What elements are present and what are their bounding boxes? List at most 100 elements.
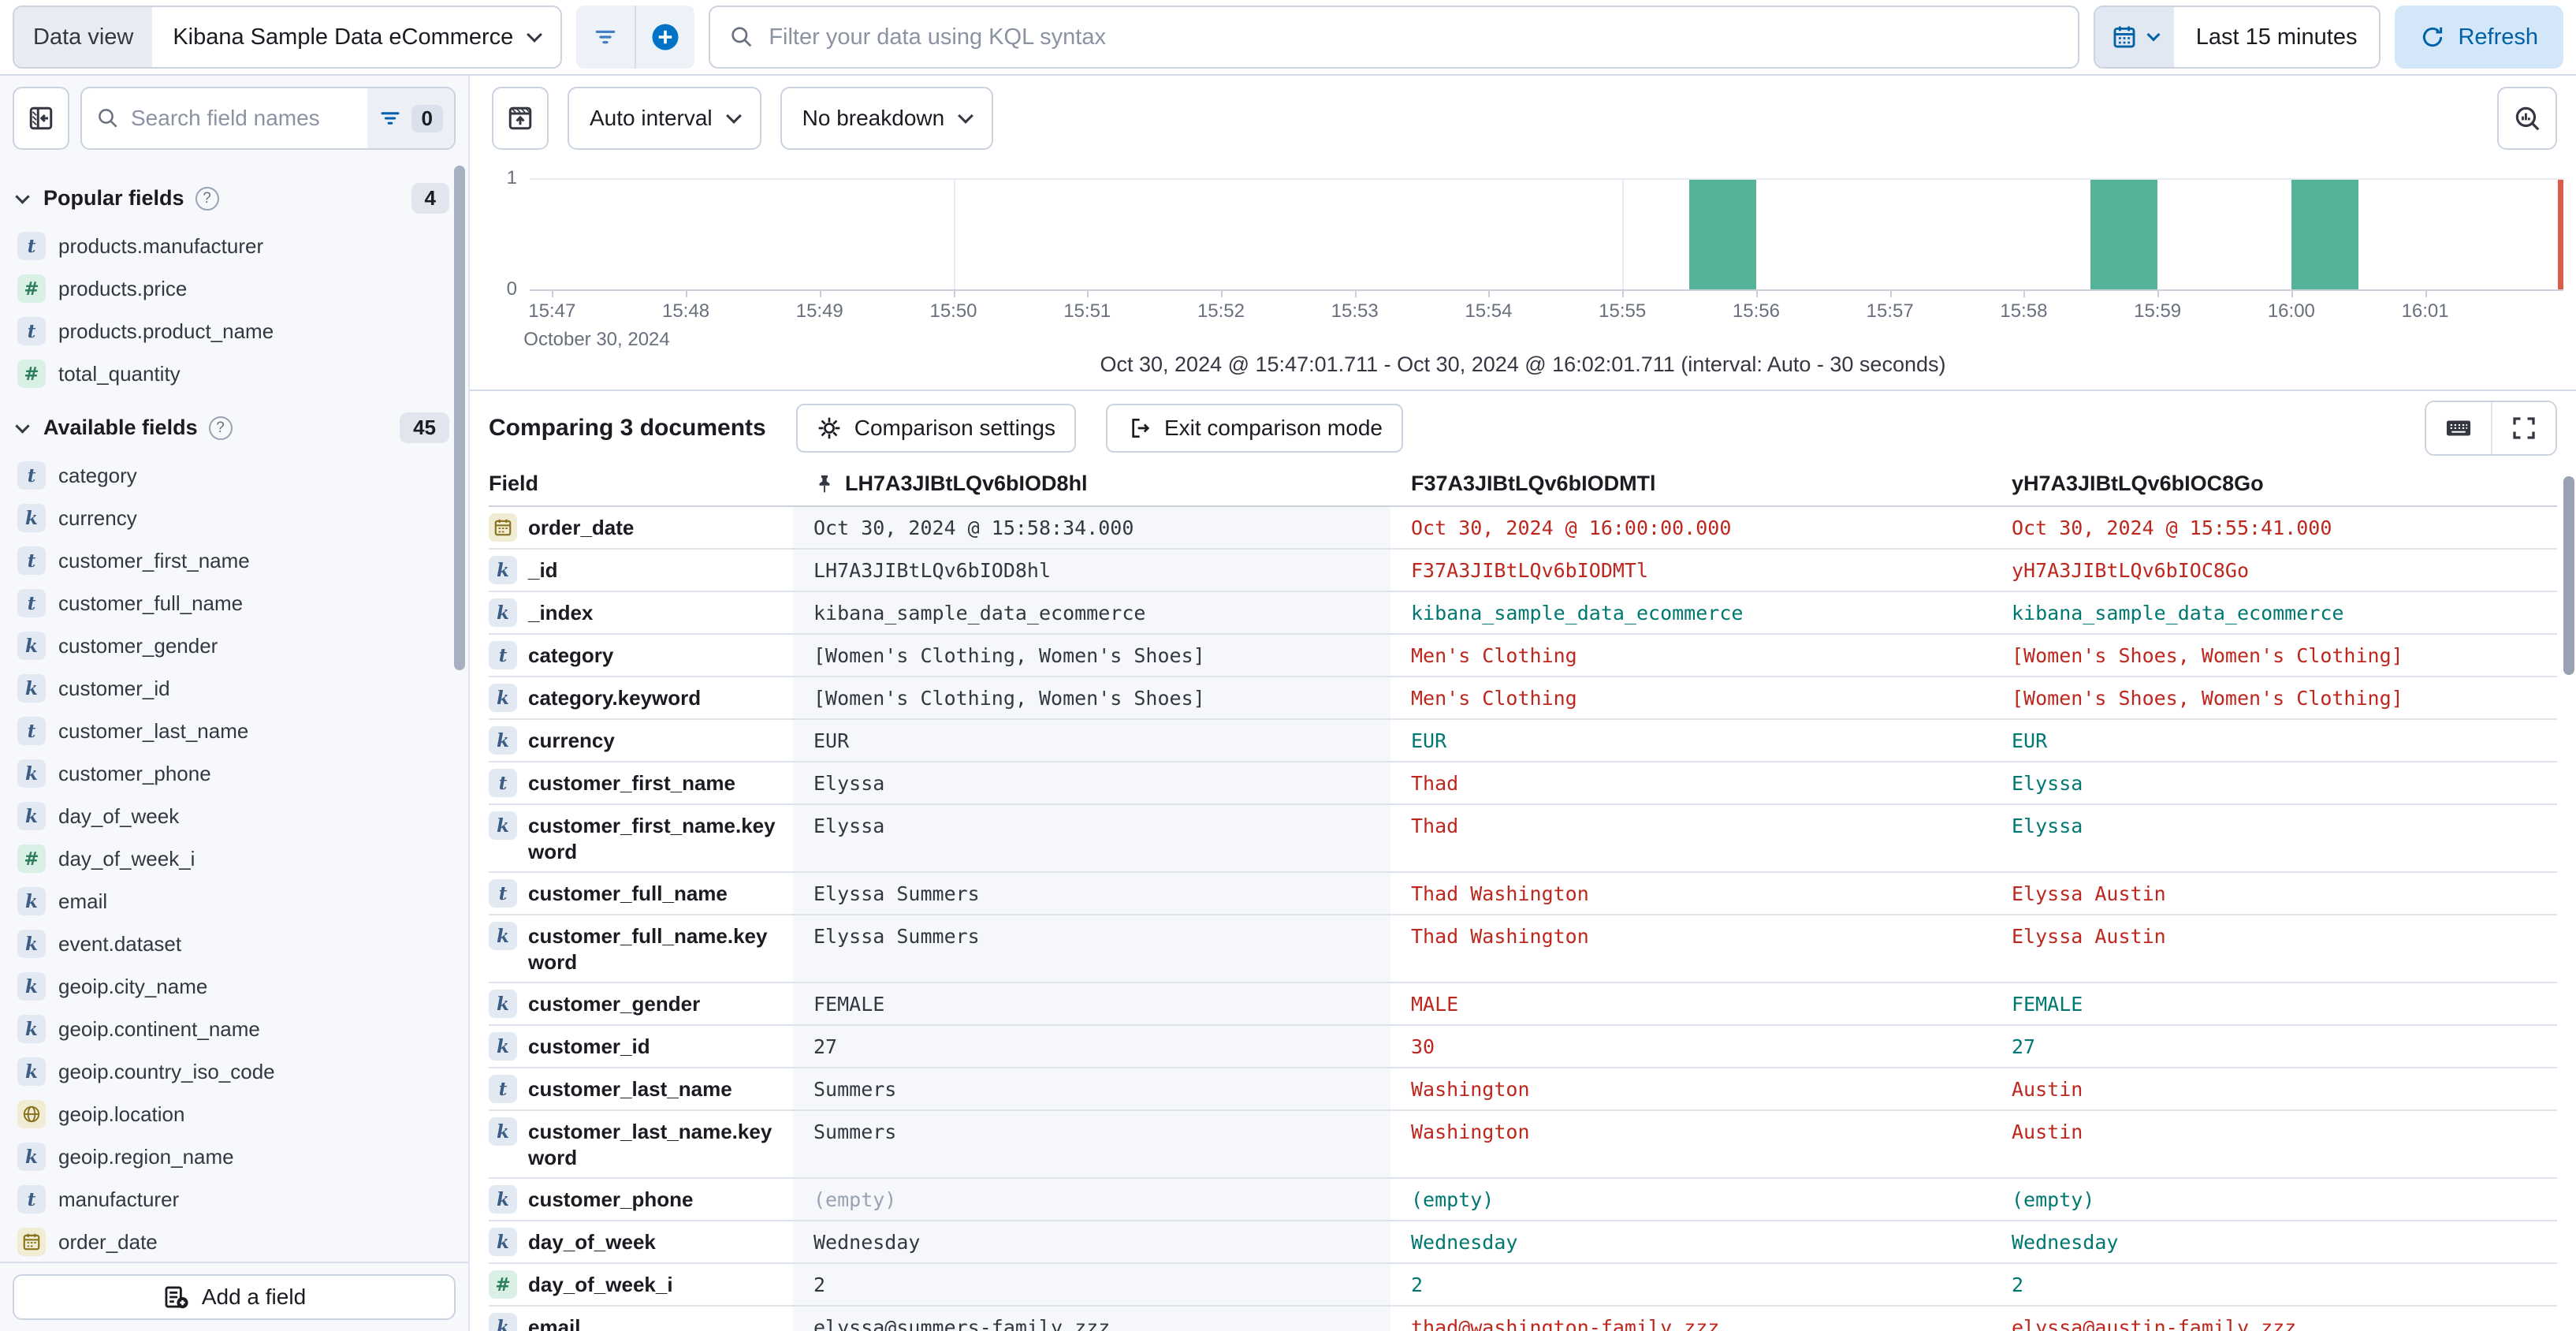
field-filter-button[interactable]: 0: [367, 88, 454, 148]
field-item[interactable]: k customer_phone: [13, 752, 452, 795]
doc-value-cell: elyssa@austin-family.zzz: [1991, 1307, 2557, 1331]
field-item[interactable]: k geoip.city_name: [13, 965, 452, 1008]
edit-visualization-button[interactable]: [2497, 87, 2557, 150]
doc-value-cell: Austin: [1991, 1068, 2557, 1111]
field-type-keyword-icon: k: [489, 922, 517, 950]
fullscreen-button[interactable]: [2491, 402, 2556, 454]
field-item[interactable]: t customer_full_name: [13, 582, 452, 624]
field-item[interactable]: t category: [13, 454, 452, 497]
field-item[interactable]: k email: [13, 880, 452, 923]
date-picker-button[interactable]: [2094, 7, 2174, 67]
x-axis-tick: [819, 289, 821, 297]
sidebar-scrollbar[interactable]: [454, 166, 465, 670]
field-item-label: customer_phone: [58, 761, 211, 785]
base-value-cell: Summers: [793, 1111, 1390, 1179]
add-filter-button[interactable]: [636, 6, 694, 69]
exit-comparison-button[interactable]: Exit comparison mode: [1105, 404, 1403, 453]
field-type-keyword-icon: k: [489, 811, 517, 840]
refresh-button[interactable]: Refresh: [2395, 6, 2563, 69]
base-value-cell: Elyssa: [793, 762, 1390, 805]
available-fields-header[interactable]: Available fields ? 45: [15, 412, 449, 443]
breakdown-dropdown[interactable]: No breakdown: [780, 87, 994, 150]
exit-comparison-label: Exit comparison mode: [1163, 416, 1383, 440]
field-type-text-icon: t: [489, 641, 517, 669]
field-item[interactable]: k event.dataset: [13, 923, 452, 965]
x-axis-tick-label: 16:01: [2401, 300, 2449, 322]
comparison-settings-button[interactable]: Comparison settings: [795, 404, 1076, 453]
field-type-keyword-icon: k: [17, 674, 46, 703]
chart-gridline: [1622, 180, 1625, 289]
field-item[interactable]: k geoip.continent_name: [13, 1008, 452, 1050]
field-name-cell: k email: [489, 1307, 793, 1331]
field-type-keyword-icon: k: [489, 598, 517, 627]
kql-search-bar[interactable]: [709, 6, 2079, 69]
field-item[interactable]: k day_of_week: [13, 795, 452, 837]
field-name: _index: [528, 601, 594, 624]
base-value-cell: Elyssa Summers: [793, 915, 1390, 983]
calendar-icon: [2113, 26, 2135, 48]
field-item[interactable]: # products.price: [13, 267, 452, 310]
add-field-button[interactable]: Add a field: [13, 1274, 456, 1320]
x-axis-tick: [2157, 289, 2160, 297]
chart-plot-area[interactable]: 15:47 15:48 15:49 15:50 15:51 15:52 15:53 15:54…: [528, 178, 2563, 322]
field-item[interactable]: k customer_gender: [13, 624, 452, 667]
doc-value-cell: Men's Clothing: [1390, 677, 1991, 720]
field-name-cell: k customer_first_name.keyword: [489, 805, 793, 873]
base-value-cell: LH7A3JIBtLQv6bIOD8hl: [793, 550, 1390, 592]
field-item[interactable]: # day_of_week_i: [13, 837, 452, 880]
base-value-cell: (empty): [793, 1179, 1390, 1221]
doc-value-cell: Oct 30, 2024 @ 15:55:41.000: [1991, 507, 2557, 550]
doc-value-cell: Elyssa Austin: [1991, 873, 2557, 915]
chevron-down-icon: [2146, 28, 2161, 41]
field-item[interactable]: t products.product_name: [13, 310, 452, 352]
field-name-cell: k currency: [489, 720, 793, 762]
x-axis-tick: [1087, 289, 1089, 297]
x-axis-tick: [1220, 289, 1223, 297]
doc-value-cell: 30: [1390, 1026, 1991, 1068]
field-name-cell: k customer_last_name.keyword: [489, 1111, 793, 1179]
x-axis-tick-label: 15:53: [1331, 300, 1379, 322]
field-item[interactable]: t products.manufacturer: [13, 225, 452, 267]
field-search-box[interactable]: 0: [80, 87, 456, 150]
field-type-text-icon: t: [489, 769, 517, 797]
field-item[interactable]: geoip.location: [13, 1093, 452, 1135]
doc-value-cell: thad@washington-family.zzz: [1390, 1307, 1991, 1331]
field-item[interactable]: k geoip.region_name: [13, 1135, 452, 1178]
field-type-text-icon: t: [489, 879, 517, 908]
field-type-keyword-icon: k: [17, 632, 46, 660]
field-item[interactable]: t customer_first_name: [13, 539, 452, 582]
doc-column-header: F37A3JIBtLQv6bIODMTl: [1390, 465, 1991, 507]
field-item[interactable]: k customer_id: [13, 667, 452, 710]
kql-search-input[interactable]: [769, 24, 2059, 50]
x-axis-tick: [1755, 289, 1758, 297]
field-item-label: products.price: [58, 276, 188, 300]
field-item-label: day_of_week: [58, 803, 180, 828]
filter-menu-button[interactable]: [576, 6, 635, 69]
interval-dropdown[interactable]: Auto interval: [568, 87, 761, 150]
field-name: customer_last_name.keyword: [528, 1120, 772, 1169]
field-item[interactable]: order_date: [13, 1221, 452, 1262]
keyboard-shortcuts-button[interactable]: [2426, 402, 2491, 454]
base-value-cell: [Women's Clothing, Women's Shoes]: [793, 677, 1390, 720]
doc-value-cell: Elyssa: [1991, 805, 2557, 873]
field-type-geo-icon: [17, 1100, 46, 1128]
field-item[interactable]: t manufacturer: [13, 1178, 452, 1221]
field-item[interactable]: k geoip.country_iso_code: [13, 1050, 452, 1093]
field-item[interactable]: k currency: [13, 497, 452, 539]
table-scrollbar[interactable]: [2563, 476, 2574, 675]
base-value-cell: 2: [793, 1264, 1390, 1307]
popular-fields-header[interactable]: Popular fields ? 4: [15, 183, 449, 214]
field-item[interactable]: # total_quantity: [13, 352, 452, 395]
field-type-keyword-icon: k: [17, 1057, 46, 1086]
time-range-value[interactable]: Last 15 minutes: [2195, 24, 2358, 50]
field-item-label: day_of_week_i: [58, 846, 195, 871]
field-search-input[interactable]: [120, 106, 367, 131]
current-time-marker: [2558, 180, 2563, 289]
hide-chart-button[interactable]: [492, 87, 549, 150]
collapse-sidebar-button[interactable]: [13, 87, 69, 150]
doc-value-cell: FEMALE: [1991, 983, 2557, 1026]
data-view-picker[interactable]: Data view Kibana Sample Data eCommerce: [13, 6, 563, 69]
field-name: currency: [528, 729, 615, 752]
field-item[interactable]: t customer_last_name: [13, 710, 452, 752]
field-item-label: customer_id: [58, 676, 170, 700]
